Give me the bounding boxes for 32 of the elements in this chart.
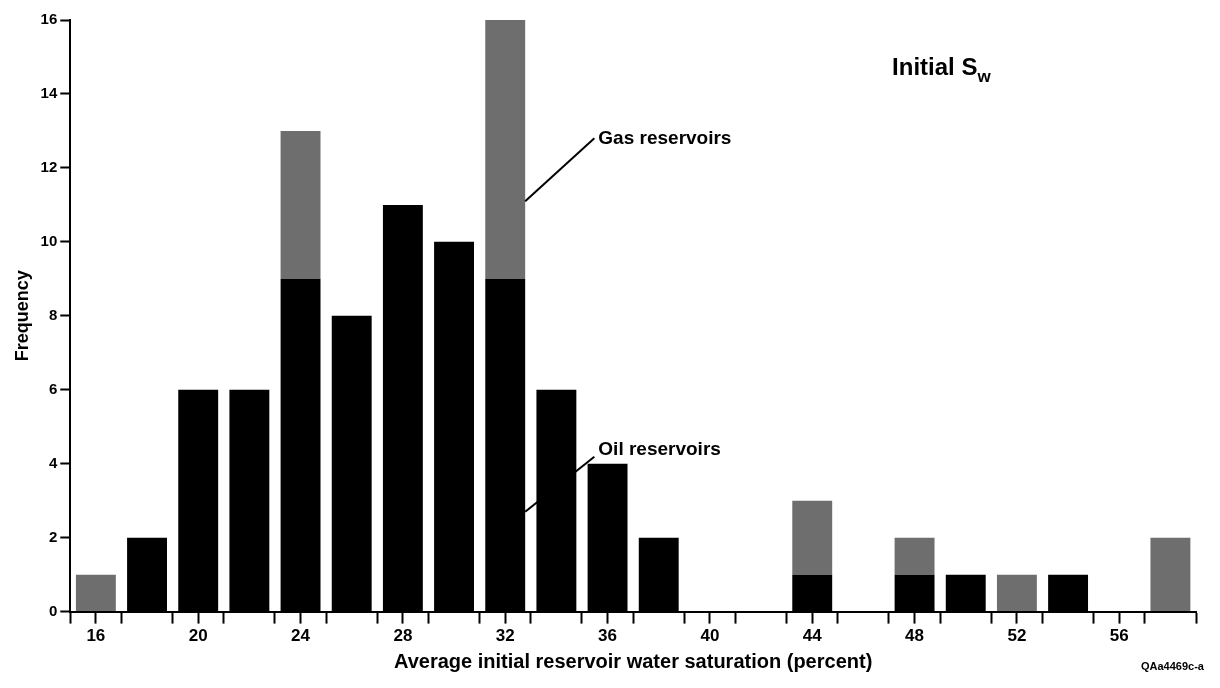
x-tick-label: 24 [291,626,311,646]
y-tick-label: 12 [40,158,58,176]
x-tick-label: 48 [905,626,925,646]
bar [75,574,116,612]
bar [996,574,1037,612]
y-tick-label: 14 [40,84,58,102]
series-label: Oil reservoirs [598,437,721,459]
bar [792,500,833,575]
x-axis-title: Average initial reservoir water saturation (percent) [393,649,873,672]
x-tick-label: 32 [495,626,515,646]
x-tick-label: 36 [598,626,618,646]
text: Gas reservoirs [598,127,732,149]
x-tick-label: 52 [1007,626,1027,646]
x-tick-label: 40 [700,626,720,646]
x-tick-label: 56 [1109,626,1129,646]
x-tick-label: 44 [802,626,823,646]
y-tick-label: 6 [48,379,58,397]
bar [280,130,321,279]
y-axis-title: Frequency [11,270,32,362]
y-tick-label: 8 [48,305,58,323]
bar [894,537,935,575]
x-tick-label: 16 [86,626,106,646]
x-tick-label: 20 [188,626,208,646]
text: QAa4469c-a [1141,660,1205,672]
y-tick-label: 0 [48,601,58,619]
y-tick-label: 4 [48,453,58,471]
y-tick-label: 16 [40,10,58,28]
y-tick-label: 10 [40,231,58,249]
bar [1150,537,1191,612]
y-tick-label: 2 [48,527,58,545]
bar [485,20,526,279]
x-tick-label: 28 [393,626,413,646]
